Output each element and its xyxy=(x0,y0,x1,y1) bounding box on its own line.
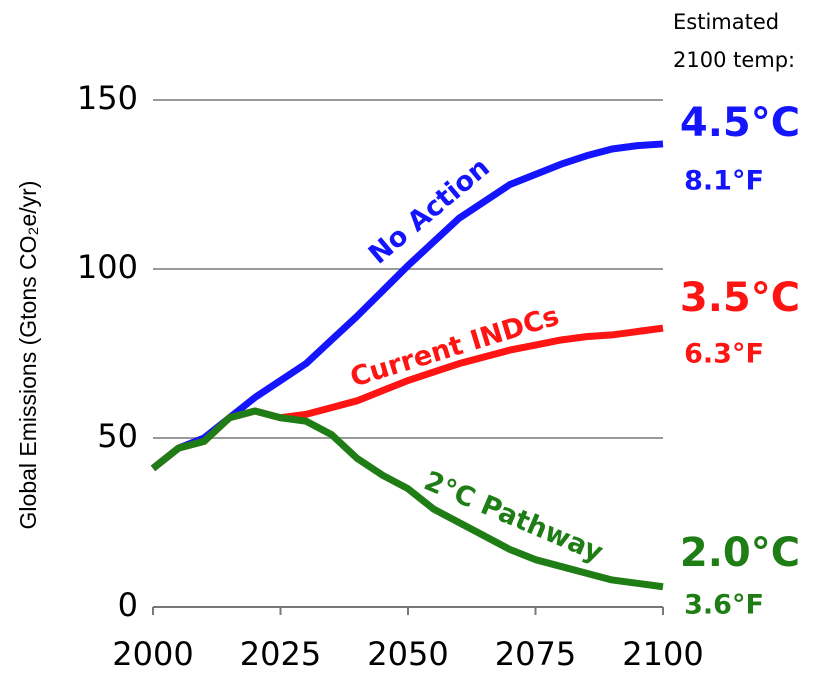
end-label-f: 6.3°F xyxy=(684,339,764,370)
y-tick-label: 100 xyxy=(77,248,138,286)
header-line: Estimated xyxy=(673,10,779,34)
x-tick-label: 2100 xyxy=(622,635,703,673)
x-tick-label: 2075 xyxy=(495,635,576,673)
y-tick-label: 0 xyxy=(118,586,138,624)
end-label-c: 2.0°C xyxy=(680,530,800,576)
end-label-f: 8.1°F xyxy=(684,166,764,197)
x-tick-label: 2000 xyxy=(112,635,193,673)
end-label-c: 3.5°C xyxy=(680,275,800,321)
end-label-c: 4.5°C xyxy=(680,100,800,146)
series-line xyxy=(150,140,664,472)
x-tick-label: 2050 xyxy=(367,635,448,673)
x-tick-label: 2025 xyxy=(240,635,321,673)
y-axis-label: Global Emissions (Gtons CO₂e/yr) xyxy=(15,181,41,530)
series-line xyxy=(150,407,664,591)
end-label-f: 3.6°F xyxy=(684,590,764,621)
header-line: 2100 temp: xyxy=(673,48,795,72)
y-tick-label: 150 xyxy=(77,79,138,117)
y-tick-label: 50 xyxy=(97,417,138,455)
